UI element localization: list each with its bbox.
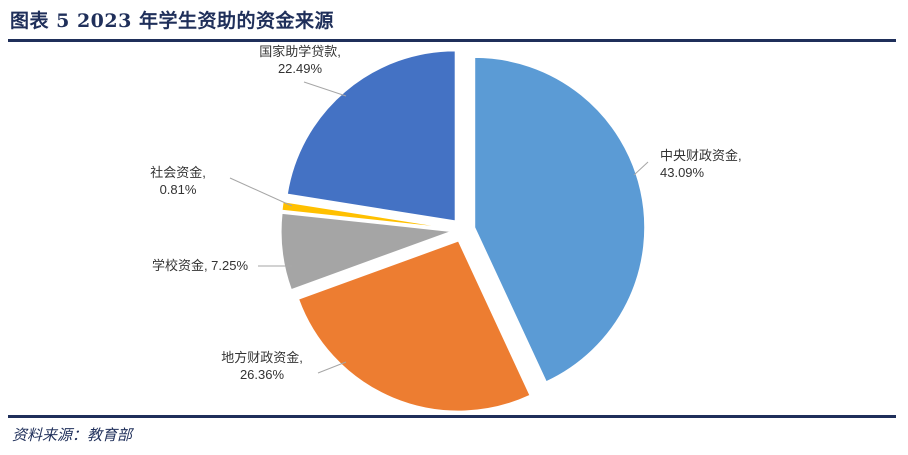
leader-line (633, 161, 649, 176)
pie-slice (280, 212, 452, 291)
pie-slice (474, 56, 646, 383)
slice-label: 中央财政资金, 43.09% (660, 148, 742, 180)
chart-title: 图表 5 2023 年学生资助的资金来源 (10, 10, 334, 32)
slice-label: 国家助学贷款, 22.49% (259, 44, 341, 76)
leader-line (317, 361, 347, 374)
source-note: 资料来源：教育部 (12, 426, 133, 444)
leader-line (303, 81, 347, 97)
top-rule (8, 39, 896, 42)
bottom-rule (8, 415, 896, 418)
pie-slice (286, 50, 456, 222)
pie-slice (297, 240, 531, 412)
leader-line (229, 177, 293, 207)
slice-label: 社会资金, 0.81% (150, 165, 206, 197)
slice-label: 学校资金, 7.25% (152, 258, 249, 273)
slice-label: 地方财政资金, 26.36% (221, 350, 303, 382)
